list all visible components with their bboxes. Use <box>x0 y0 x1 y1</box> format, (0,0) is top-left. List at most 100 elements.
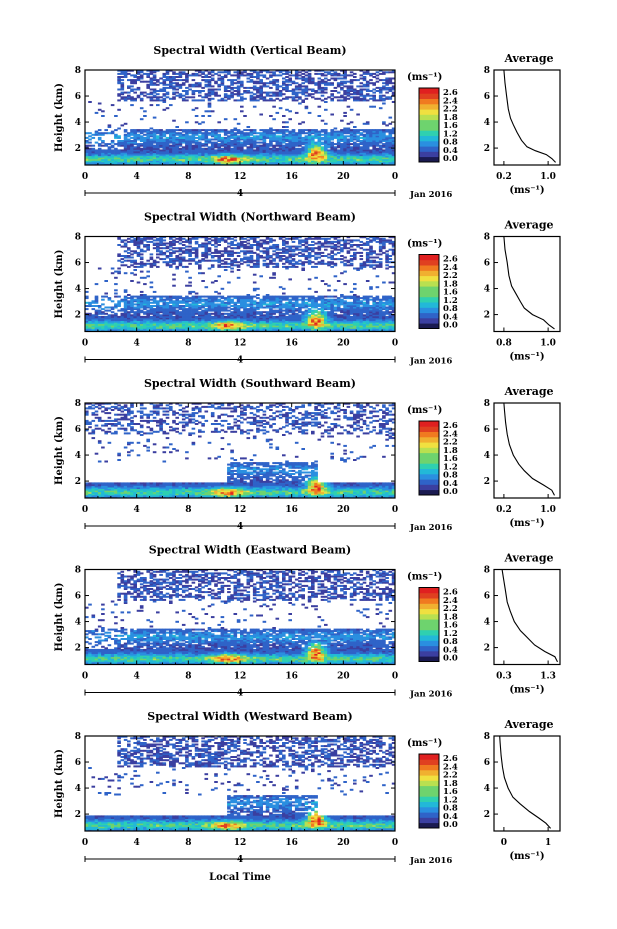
heatmap-cell <box>130 133 134 136</box>
heatmap-cell <box>246 138 251 141</box>
heatmap-cell <box>107 325 112 328</box>
heatmap-cell <box>178 76 183 78</box>
heatmap-cell <box>304 154 309 157</box>
heatmap-cell <box>223 160 228 163</box>
heatmap-cell <box>139 261 144 264</box>
heatmap-cell <box>127 79 131 82</box>
heatmap-cell <box>288 143 292 146</box>
heatmap-cell <box>307 143 312 146</box>
heatmap-cell <box>223 322 228 325</box>
heatmap-cell <box>249 250 254 253</box>
heatmap-cell <box>282 115 286 117</box>
heatmap-cell <box>127 247 131 250</box>
heatmap-cell <box>88 101 92 103</box>
heatmap-cell <box>172 259 176 262</box>
heatmap-cell <box>246 264 251 267</box>
heatmap-cell <box>210 305 215 307</box>
heatmap-cell <box>340 161 344 164</box>
heatmap-cell <box>243 258 247 261</box>
heatmap-cell <box>214 251 218 254</box>
heatmap-cell <box>324 86 328 89</box>
heatmap-cell <box>243 141 247 144</box>
heatmap-cell <box>378 154 383 157</box>
heatmap-cell <box>139 258 144 261</box>
heatmap-cell <box>146 129 150 132</box>
heatmap-cell <box>117 305 121 307</box>
heatmap-cell <box>133 141 137 144</box>
heatmap-cell <box>201 86 205 89</box>
heatmap-cell <box>101 323 105 326</box>
heatmap-cell <box>256 308 260 311</box>
heatmap-cell <box>159 328 163 331</box>
heatmap-cell <box>198 94 202 97</box>
heatmap-cell <box>269 141 273 144</box>
heatmap-cell <box>191 258 196 261</box>
heatmap-cell <box>169 315 173 318</box>
heatmap-cell <box>204 245 209 248</box>
heatmap-cell <box>172 240 176 243</box>
heatmap-cell <box>110 325 115 328</box>
x-tick-label: 20 <box>337 172 350 182</box>
heatmap-cell <box>343 96 347 99</box>
heatmap-cell <box>94 309 99 312</box>
heatmap-cell <box>178 329 183 332</box>
heatmap-cell <box>223 326 228 329</box>
heatmap-cell <box>133 163 137 166</box>
heatmap-cell <box>233 74 238 77</box>
heatmap-cell <box>162 149 167 152</box>
heatmap-cell <box>265 247 270 250</box>
heatmap-cell <box>97 305 102 307</box>
heatmap-cell <box>181 265 186 268</box>
heatmap-cell <box>207 157 212 160</box>
heatmap-cell <box>236 141 241 144</box>
heatmap-cell <box>256 160 260 163</box>
heatmap-cell <box>97 102 102 105</box>
heatmap-cell <box>278 93 283 96</box>
heatmap-cell <box>188 319 192 321</box>
heatmap-cell <box>143 138 147 141</box>
heatmap-cell <box>143 133 147 136</box>
heatmap-cell <box>353 161 357 164</box>
heatmap-cell <box>262 141 267 144</box>
heatmap-cell <box>372 99 376 102</box>
heatmap-cell <box>249 149 254 152</box>
heatmap-cell <box>207 250 212 253</box>
heatmap-cell <box>275 150 280 153</box>
heatmap-cell <box>230 80 234 83</box>
heatmap-cell <box>133 88 137 91</box>
heatmap-cell <box>97 152 102 155</box>
heatmap-cell <box>369 158 373 161</box>
heatmap-cell <box>282 298 286 301</box>
heatmap-cell <box>256 72 260 75</box>
heatmap-cell <box>130 79 134 82</box>
heatmap-cell <box>307 80 312 83</box>
heatmap-cell <box>152 301 157 304</box>
heatmap-cell <box>133 140 137 142</box>
heatmap-cell <box>146 329 150 332</box>
heatmap-cell <box>330 94 334 97</box>
heatmap-cell <box>240 305 244 307</box>
heatmap-cell <box>304 91 309 94</box>
heatmap-cell <box>365 157 370 160</box>
heatmap-cell <box>230 147 234 150</box>
heatmap-cell <box>210 322 215 325</box>
profile-x-tick-label: 0.2 <box>496 172 512 182</box>
heatmap-cell <box>181 140 186 142</box>
heatmap-cell <box>246 72 251 75</box>
heatmap-cell <box>330 152 334 155</box>
heatmap-cell <box>275 154 280 157</box>
heatmap-cell <box>217 138 221 141</box>
heatmap-cell <box>127 255 131 257</box>
heatmap-cell <box>214 150 218 153</box>
heatmap-cell <box>265 82 270 85</box>
heatmap-cell <box>97 315 102 318</box>
heatmap-cell <box>201 157 205 160</box>
heatmap-cell <box>188 155 192 158</box>
heatmap-cell <box>159 325 163 328</box>
heatmap-cell <box>107 161 112 164</box>
heatmap-cell <box>139 93 144 96</box>
heatmap-cell <box>249 325 254 328</box>
heatmap-cell <box>246 74 251 77</box>
heatmap-cell <box>356 129 360 132</box>
heatmap-cell <box>139 77 144 80</box>
